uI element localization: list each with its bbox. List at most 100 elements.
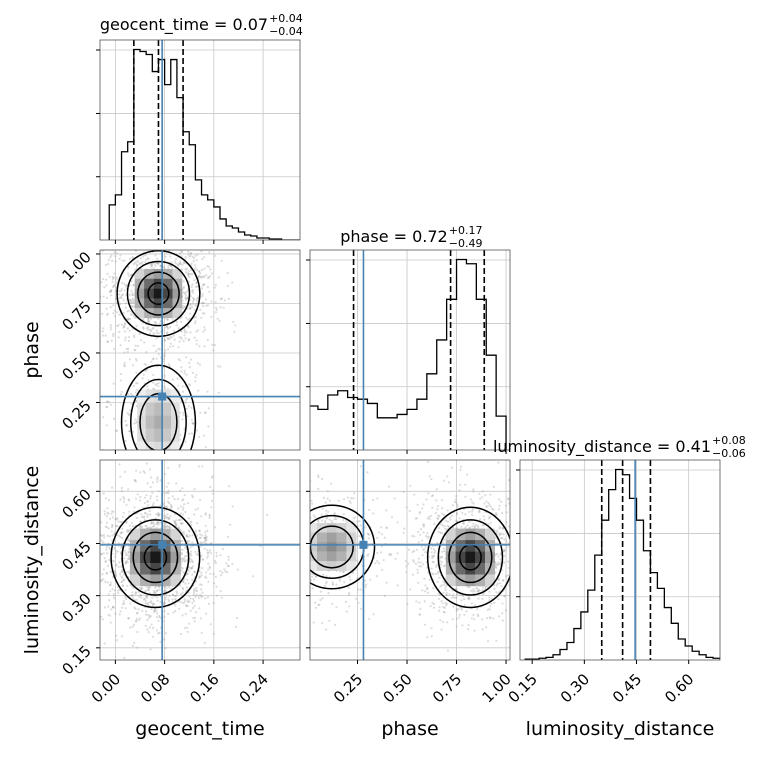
sample-point (198, 345, 201, 348)
sample-point (121, 515, 124, 519)
sample-point (102, 533, 105, 537)
sample-point (210, 315, 213, 318)
sample-point (155, 616, 158, 619)
sample-point (187, 248, 189, 250)
sample-point (512, 603, 514, 605)
sample-point (194, 508, 197, 511)
sample-point (306, 572, 308, 574)
sample-point (183, 560, 186, 563)
sample-point (100, 534, 104, 538)
sample-point (62, 588, 64, 590)
sample-point (175, 590, 178, 594)
title-upper-error: +0.04 (269, 12, 303, 25)
sample-point (127, 529, 131, 532)
sample-point (112, 594, 115, 597)
sample-point (449, 516, 452, 519)
sample-point (158, 585, 161, 588)
sample-point (182, 571, 185, 574)
title-lower-error: −0.04 (269, 25, 303, 38)
sample-point (214, 254, 217, 257)
sample-point (367, 537, 370, 540)
contour-line (120, 364, 197, 450)
sample-point (152, 525, 156, 528)
sample-point (368, 533, 371, 536)
sample-point (441, 602, 444, 605)
sample-point (434, 550, 437, 553)
sample-point (191, 487, 193, 489)
sample-point (107, 498, 111, 502)
sample-point (535, 569, 537, 571)
sample-point (155, 495, 159, 498)
sample-point (417, 557, 420, 560)
sample-point (186, 296, 189, 299)
sample-point (212, 632, 215, 635)
sample-point (198, 529, 201, 532)
sample-point (343, 581, 346, 584)
density-cell (144, 278, 154, 289)
sample-point (126, 310, 129, 313)
sample-point (134, 479, 137, 482)
sample-point (441, 512, 444, 516)
sample-point (128, 430, 131, 433)
sample-point (179, 484, 181, 486)
sample-point (123, 322, 127, 325)
sample-point (516, 550, 518, 552)
density-cell (134, 268, 145, 279)
sample-point (164, 525, 167, 529)
sample-point (473, 618, 476, 621)
sample-point (205, 612, 208, 615)
y-axis-label-luminosity_distance: luminosity_distance (21, 466, 43, 655)
density-cell (154, 402, 163, 416)
sample-point (472, 490, 475, 493)
sample-point (109, 517, 112, 520)
sample-point (295, 577, 297, 579)
sample-point (178, 518, 181, 522)
sample-point (501, 527, 505, 530)
sample-point (105, 400, 108, 403)
sample-point (498, 534, 501, 537)
sample-point (187, 326, 190, 329)
sample-point (466, 585, 470, 589)
sample-point (110, 289, 113, 292)
sample-point (440, 599, 443, 603)
sample-point (487, 501, 490, 505)
sample-point (136, 260, 140, 263)
sample-point (168, 337, 171, 341)
sample-point (86, 247, 88, 249)
sample-point (165, 318, 168, 321)
sample-point (181, 522, 184, 525)
sample-point (453, 596, 456, 599)
sample-point (109, 403, 112, 406)
sample-point (439, 523, 442, 526)
sample-point (325, 628, 328, 631)
sample-point (497, 555, 500, 558)
sample-point (182, 533, 186, 536)
sample-point (114, 574, 118, 577)
sample-point (134, 607, 137, 610)
sample-point (413, 493, 416, 496)
sample-point (376, 536, 379, 540)
sample-point (140, 339, 143, 342)
sample-point (182, 513, 185, 516)
sample-point (127, 336, 131, 339)
sample-point (495, 563, 498, 566)
sample-point (521, 561, 523, 563)
sample-point (158, 588, 161, 591)
sample-point (151, 481, 154, 484)
sample-point (302, 565, 304, 567)
sample-point (480, 437, 482, 439)
density-cell (150, 551, 161, 564)
sample-point (182, 339, 185, 343)
sample-point (376, 497, 379, 500)
sample-point (225, 562, 228, 565)
sample-point (185, 373, 188, 376)
sample-point (163, 374, 166, 377)
sample-point (146, 515, 149, 518)
sample-point (111, 524, 114, 527)
density-cell (316, 551, 327, 562)
sample-point (444, 589, 447, 592)
sample-point (407, 562, 410, 565)
sample-point (129, 313, 132, 316)
sample-point (143, 471, 146, 474)
sample-point (453, 500, 456, 503)
